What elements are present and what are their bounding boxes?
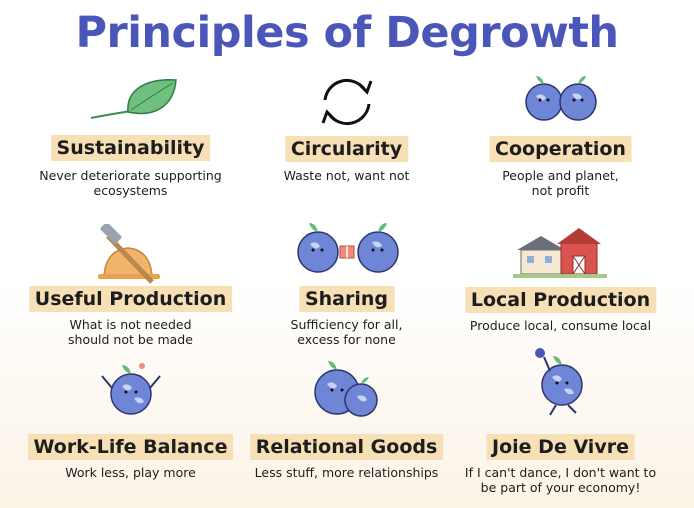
principle-description: Waste not, want not bbox=[283, 168, 410, 183]
principle-sharing: Sharing Sufficiency for all, excess for … bbox=[231, 220, 462, 368]
principle-label: Relational Goods bbox=[249, 434, 444, 460]
principle-work-life-balance: Work-Life Balance Work less, play more bbox=[15, 352, 246, 500]
principle-description: Less stuff, more relationships bbox=[254, 465, 439, 480]
principle-label: Sustainability bbox=[50, 135, 211, 161]
planets-hug-icon bbox=[313, 361, 378, 417]
principle-local-production: Local Production Produce local, consume … bbox=[445, 220, 676, 368]
principle-description: Work less, play more bbox=[65, 465, 196, 480]
principle-circularity: Circularity Waste not, want not bbox=[231, 70, 462, 218]
leaf-icon bbox=[90, 79, 177, 119]
planets-gift-icon bbox=[296, 223, 399, 273]
principle-description: Sufficiency for all, excess for none bbox=[290, 317, 403, 347]
principle-description: People and planet, not profit bbox=[502, 168, 619, 198]
principle-joie-de-vivre: Joie De Vivre If I can't dance, I don't … bbox=[445, 345, 676, 495]
two-planets-icon bbox=[524, 76, 597, 121]
principle-label: Circularity bbox=[284, 136, 409, 162]
principle-label: Useful Production bbox=[28, 286, 233, 312]
planet-juggling-icon bbox=[100, 363, 161, 415]
hammer-hardhat-icon bbox=[97, 224, 160, 284]
principle-label: Cooperation bbox=[489, 136, 632, 162]
principle-sustainability: Sustainability Never deteriorate support… bbox=[15, 70, 246, 218]
principle-description: If I can't dance, I don't want to be par… bbox=[464, 465, 657, 495]
principle-description: What is not needed should not be made bbox=[68, 317, 193, 347]
principle-label: Sharing bbox=[298, 286, 395, 312]
principle-relational-goods: Relational Goods Less stuff, more relati… bbox=[231, 352, 462, 500]
principle-description: Produce local, consume local bbox=[469, 318, 652, 333]
principle-label: Work-Life Balance bbox=[27, 434, 234, 460]
principle-cooperation: Cooperation People and planet, not profi… bbox=[445, 70, 676, 218]
principle-label: Joie De Vivre bbox=[486, 434, 635, 460]
planet-dancing-icon bbox=[534, 348, 583, 416]
principle-description: Never deteriorate supporting ecosystems bbox=[39, 168, 222, 198]
page-title: Principles of Degrowth bbox=[75, 8, 619, 58]
recycle-arrows-icon bbox=[321, 79, 372, 125]
principle-useful-production: Useful Production What is not needed sho… bbox=[15, 220, 246, 368]
farm-barn-icon bbox=[512, 228, 607, 278]
principle-label: Local Production bbox=[464, 287, 657, 313]
